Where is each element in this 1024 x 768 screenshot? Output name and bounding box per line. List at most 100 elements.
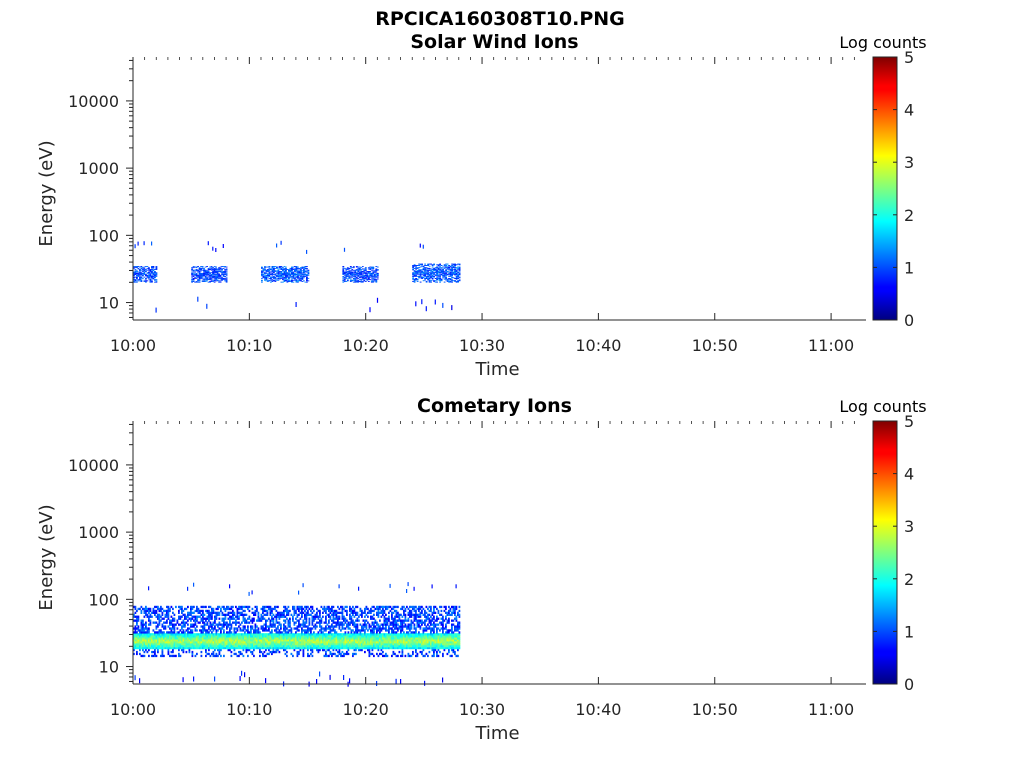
pixel [173, 645, 176, 648]
pixel [133, 613, 135, 616]
x-tick-label: 10:00 [110, 336, 156, 355]
pixel [274, 276, 277, 278]
pixel [340, 645, 342, 648]
pixel [265, 266, 268, 268]
pixel [340, 646, 342, 650]
pixel [248, 648, 251, 652]
pixel [443, 273, 446, 275]
pixel [191, 654, 194, 658]
pixel [163, 645, 165, 648]
pixel [328, 637, 330, 640]
pixel [279, 267, 281, 269]
pixel [275, 641, 278, 644]
pixel [367, 275, 370, 277]
pixel [369, 279, 372, 281]
pixel [271, 609, 273, 613]
pixel [206, 633, 209, 636]
pixel [260, 633, 263, 636]
pixel [281, 643, 284, 646]
pixel [306, 249, 308, 254]
pixel [455, 281, 458, 283]
pixel [388, 629, 390, 632]
pixel [308, 607, 311, 611]
pixel [382, 613, 384, 616]
pixel [192, 274, 195, 276]
pixel [198, 269, 201, 270]
pixel [133, 615, 135, 618]
pixel [173, 623, 176, 626]
pixel [251, 611, 254, 614]
pixel [310, 631, 312, 634]
pixel [215, 611, 218, 614]
pixel [446, 280, 449, 282]
pixel [221, 613, 224, 616]
pixel [430, 270, 432, 272]
pixel [288, 277, 290, 279]
pixel [282, 273, 284, 275]
pixel [376, 611, 378, 614]
pixel [204, 276, 207, 277]
pixel [280, 274, 283, 275]
pixel [236, 613, 239, 616]
pixel [355, 646, 357, 650]
pixel [169, 637, 171, 640]
pixel [298, 619, 300, 622]
pixel [269, 625, 272, 628]
pixel [373, 637, 375, 640]
pixel [301, 609, 303, 613]
pixel [451, 269, 453, 271]
pixel [188, 639, 191, 642]
pixel [152, 633, 155, 636]
pixel [213, 273, 216, 275]
pixel [218, 611, 221, 614]
pixel [245, 613, 248, 616]
pixel [201, 276, 204, 277]
pixel [323, 646, 326, 650]
pixel [210, 281, 213, 282]
pixel [329, 629, 332, 632]
pixel [225, 280, 228, 282]
pixel [357, 269, 360, 271]
pixel [197, 641, 200, 644]
pixel [271, 280, 274, 282]
pixel [245, 641, 248, 644]
pixel [358, 275, 361, 277]
pixel [247, 629, 249, 632]
pixel [287, 621, 290, 624]
pixel [349, 281, 352, 282]
pixel [143, 615, 146, 618]
pixel [372, 270, 375, 272]
pixel [221, 270, 223, 272]
pixel [340, 639, 342, 642]
pixel [445, 276, 447, 278]
pixel [143, 267, 146, 269]
pixel [292, 272, 295, 274]
y-tick-label: 10 [99, 294, 119, 313]
pixel [455, 278, 458, 279]
pixel [299, 645, 302, 648]
pixel [436, 264, 438, 266]
pixel [337, 619, 339, 622]
pixel [329, 645, 332, 648]
pixel [235, 635, 237, 638]
pixel [419, 274, 422, 276]
pixel [277, 605, 279, 609]
pixel [422, 244, 424, 249]
pixel [316, 648, 318, 652]
pixel [320, 629, 323, 632]
pixel [161, 646, 164, 650]
pixel [259, 646, 261, 650]
pixel [355, 274, 358, 275]
pixel [262, 270, 265, 272]
pixel [331, 623, 333, 626]
pixel [440, 265, 443, 266]
pixel [260, 613, 263, 616]
pixel [181, 627, 183, 630]
pixel [350, 607, 353, 611]
pixel [262, 617, 264, 620]
pixel [200, 633, 203, 636]
pixel [335, 615, 338, 618]
pixel [146, 275, 149, 277]
pixel [262, 267, 265, 269]
pixel [191, 276, 193, 278]
